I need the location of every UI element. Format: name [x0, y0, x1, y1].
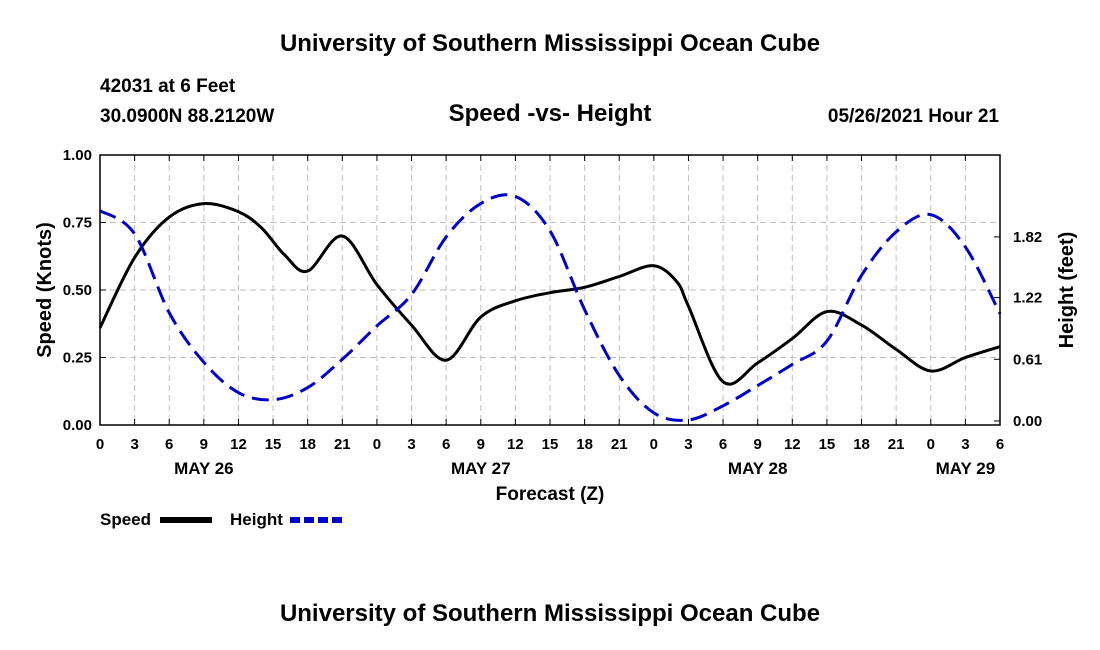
chart-title: Speed -vs- Height [448, 100, 652, 127]
x-tick-label: 0 [373, 436, 381, 453]
x-tick-label: 12 [230, 436, 247, 453]
y2-tick-label: 0.61 [1013, 351, 1042, 368]
x-tick-label: 0 [650, 436, 658, 453]
x-tick-label: 9 [477, 436, 485, 453]
x-tick-label: 6 [996, 436, 1004, 453]
x-tick-label: 12 [507, 436, 524, 453]
y-axis-title: Speed (Knots) [34, 222, 56, 358]
date-label: MAY 26 [174, 459, 234, 478]
y2-tick-label: 1.82 [1013, 229, 1042, 246]
y2-tick-label: 0.00 [1013, 413, 1042, 430]
x-tick-label: 6 [165, 436, 173, 453]
axis-ticks: 0 3 6 9 12 15 18 21 0 3 6 9 12 15 18 21 0 3 6 9 12 15 18 21 0 3 6M… [63, 147, 1042, 478]
x-tick-label: 18 [299, 436, 316, 453]
x-tick-label: 0 [927, 436, 935, 453]
top-title: University of Southern Mississippi Ocean… [279, 30, 821, 57]
x-tick-label: 9 [754, 436, 762, 453]
height-series-line [99, 193, 1002, 422]
station-label: 42031 at 6 Feet [100, 76, 236, 97]
x-tick-label: 15 [542, 436, 559, 453]
x-tick-label: 21 [334, 436, 351, 453]
x-axis-title: Forecast (Z) [496, 484, 605, 505]
gridlines [100, 155, 1000, 425]
y-tick-label: 0.00 [63, 417, 92, 434]
x-tick-label: 21 [611, 436, 628, 453]
legend-label-speed: Speed [100, 510, 151, 529]
x-tick-label: 3 [961, 436, 969, 453]
speed-series-line [98, 202, 1001, 386]
x-tick-label: 3 [407, 436, 415, 453]
x-tick-label: 9 [200, 436, 208, 453]
date-label: MAY 27 [451, 459, 511, 478]
x-tick-label: 15 [265, 436, 282, 453]
y-tick-label: 1.00 [63, 147, 92, 164]
coordinates-label: 30.0900N 88.2120W [100, 106, 275, 127]
x-tick-label: 12 [784, 436, 801, 453]
x-tick-label: 21 [888, 436, 905, 453]
date-label: MAY 28 [728, 459, 788, 478]
x-tick-label: 15 [819, 436, 836, 453]
bottom-title: University of Southern Mississippi Ocean… [279, 600, 821, 627]
x-tick-label: 3 [130, 436, 138, 453]
y-tick-label: 0.75 [63, 215, 92, 232]
series-layer [98, 193, 1002, 422]
x-tick-label: 3 [684, 436, 692, 453]
x-tick-label: 6 [442, 436, 450, 453]
forecast-date: 05/26/2021 Hour 21 [827, 106, 999, 127]
y-tick-label: 0.25 [63, 350, 92, 367]
y2-axis-title: Height (feet) [1056, 232, 1078, 349]
x-tick-label: 18 [576, 436, 593, 453]
legend: Speed Height [100, 510, 342, 529]
y2-tick-label: 1.22 [1013, 290, 1042, 307]
x-tick-label: 18 [853, 436, 870, 453]
legend-label-height: Height [230, 510, 283, 529]
x-tick-label: 6 [719, 436, 727, 453]
x-tick-label: 0 [96, 436, 104, 453]
date-label: MAY 29 [936, 459, 996, 478]
y-tick-label: 0.50 [63, 282, 92, 299]
